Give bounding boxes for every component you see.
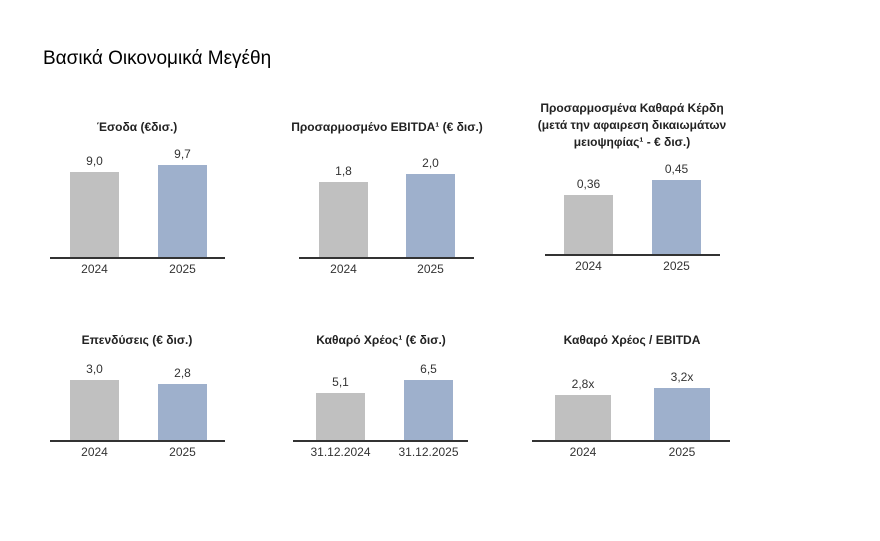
bar-2025: [654, 388, 710, 440]
value-label: 0,36: [576, 176, 601, 191]
chart-title: Έσοδα (€δισ.): [96, 120, 178, 134]
x-axis-line: [50, 257, 225, 259]
value-label: 3,0: [86, 362, 103, 376]
page-title: Βασικά Οικονομικά Μεγέθη: [43, 48, 272, 69]
x-tick-label: 2024: [569, 445, 597, 459]
bar-31.12.2025: [404, 380, 453, 440]
value-label: 2,8: [174, 366, 191, 380]
chart-title: μειοψηφίας¹ - € δισ.): [573, 135, 691, 149]
chart-title: Προσαρμοσμένο EBITDA¹ (€ δισ.): [291, 120, 483, 134]
bar-2025: [652, 179, 701, 254]
chart-title: Καθαρό Χρέος¹ (€ δισ.): [316, 333, 446, 347]
bar-2024: [70, 380, 119, 440]
x-tick-label: 2025: [668, 445, 696, 459]
x-axis-line: [293, 440, 468, 442]
value-label: 1,8: [335, 164, 352, 179]
chart-title: Καθαρό Χρέος / EBITDA: [563, 333, 701, 347]
bar-2025: [158, 384, 207, 440]
x-tick-label: 31.12.2025: [398, 445, 459, 459]
x-axis-line: [532, 440, 730, 442]
x-axis-line: [299, 257, 474, 259]
x-tick-label: 31.12.2024: [310, 445, 371, 459]
value-label: 0,45: [664, 161, 689, 176]
bar-2024: [70, 171, 119, 257]
x-axis-line: [50, 440, 225, 442]
bar-2024: [555, 394, 611, 440]
x-tick-label: 2024: [81, 445, 108, 459]
value-label: 9,7: [174, 147, 191, 162]
bar-2024: [319, 182, 368, 257]
value-label: 2,0: [422, 156, 439, 170]
chart-title: Επενδύσεις (€ δισ.): [81, 333, 193, 347]
chart-title: Προσαρμοσμένα Καθαρά Κέρδη: [540, 101, 724, 115]
x-tick-label: 2024: [330, 262, 357, 276]
bar-2024: [564, 194, 613, 254]
bar-31.12.2024: [316, 393, 365, 440]
x-tick-label: 2024: [575, 259, 602, 273]
value-label: 9,0: [86, 153, 103, 168]
x-tick-label: 2024: [81, 262, 108, 276]
bar-2025: [406, 174, 455, 257]
chart-title: (μετά την αφαιρεση δικαιωμάτων: [537, 118, 727, 132]
x-tick-label: 2025: [417, 262, 444, 276]
value-label: 5,1: [332, 375, 349, 390]
bar-2025: [158, 165, 207, 257]
x-tick-label: 2025: [169, 445, 196, 459]
x-tick-label: 2025: [169, 262, 196, 276]
x-tick-label: 2025: [663, 259, 690, 273]
value-label: 3,2x: [670, 370, 694, 385]
value-label: 6,5: [420, 362, 437, 377]
x-axis-line: [545, 254, 720, 256]
value-label: 2,8x: [571, 376, 595, 391]
